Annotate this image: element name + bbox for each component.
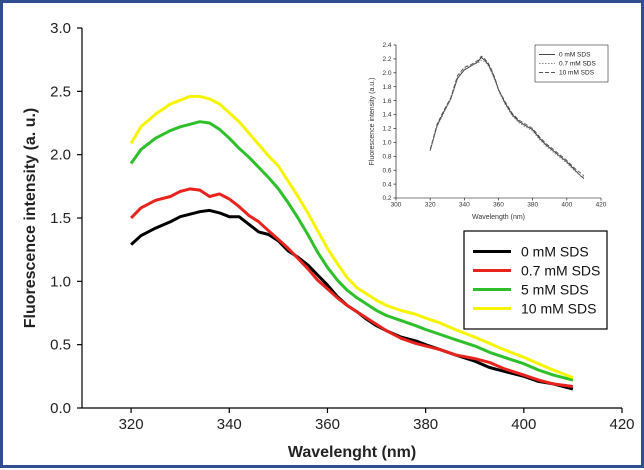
y-axis-title: Fluorescence intensity (a. u.) <box>22 108 39 329</box>
inset-y-tick-label: 2.2 <box>382 56 391 63</box>
inset-y-tick-label: 2.4 <box>382 42 391 49</box>
inset-x-tick-label: 400 <box>561 202 572 209</box>
legend-label-2: 0.7 mM SDS <box>521 263 600 279</box>
legend-label-4: 10 mM SDS <box>521 301 596 317</box>
inset-legend-label-3: 10 mM SDS <box>559 70 595 77</box>
inset-y-tick-label: 1.4 <box>382 112 391 119</box>
inset-x-tick-label: 360 <box>493 202 504 209</box>
inset-legend-label-1: 0 mM SDS <box>559 52 591 59</box>
inset-series-line-2 <box>429 59 585 178</box>
inset-y-tick-label: 1.2 <box>382 126 391 133</box>
inset-x-tick-label: 340 <box>459 202 470 209</box>
inset-x-tick-label: 420 <box>596 202 607 209</box>
inset-y-tick-label: 1.6 <box>382 98 391 105</box>
legend-label-1: 0 mM SDS <box>521 244 589 260</box>
y-tick-label: 1.0 <box>50 273 71 290</box>
x-tick-label: 380 <box>413 416 438 433</box>
inset-legend-box <box>534 44 609 83</box>
y-tick-label: 0.0 <box>50 400 71 417</box>
x-axis-title: Wavelenght (nm) <box>288 444 416 461</box>
y-tick-label: 2.5 <box>50 83 71 100</box>
fluorescence-chart: 320 340 360 380 400 420 0.0 0.5 1.0 1.5 2.0 2.5 3.0 W… <box>22 20 635 461</box>
series-line-3 <box>129 120 574 382</box>
x-tick-label: 320 <box>119 416 144 433</box>
y-tick-label: 2.0 <box>50 147 71 164</box>
inset-y-axis-title: Fluorescence intensity (a.u.) <box>369 78 376 166</box>
series-line-2 <box>130 187 574 388</box>
series-line-1 <box>130 208 574 391</box>
x-tick-label: 400 <box>511 416 536 433</box>
inset-plot: 300 320 340 360 380 400 420 0.2 0.4 0.6 0.8 1.0 1.2 1… <box>361 35 619 225</box>
inset-y-tick-label: 0.6 <box>382 167 391 174</box>
inset-y-tick-label: 0.8 <box>382 153 391 160</box>
inset-legend-label-2: 0.7 mM SDS <box>559 61 597 68</box>
x-tick-label: 360 <box>315 416 340 433</box>
y-tick-label: 3.0 <box>50 20 71 37</box>
inset-y-tick-label: 1.8 <box>382 84 391 91</box>
inset-series-line-1 <box>429 57 585 179</box>
series-line-4 <box>129 94 574 379</box>
y-tick-label: 1.5 <box>50 210 71 227</box>
inset-x-tick-label: 380 <box>527 202 538 209</box>
inset-y-tick-label: 0.2 <box>382 195 391 202</box>
x-tick-label: 340 <box>217 416 242 433</box>
inset-y-tick-label: 1.0 <box>382 140 391 147</box>
inset-x-tick-label: 300 <box>391 202 402 209</box>
inset-y-tick-label: 2.0 <box>382 70 391 77</box>
legend-label-3: 5 mM SDS <box>521 282 589 298</box>
y-tick-label: 0.5 <box>50 337 71 354</box>
x-tick-label: 420 <box>609 416 634 433</box>
inset-x-tick-label: 320 <box>425 202 436 209</box>
inset-x-axis-title: Wavelength (nm) <box>472 214 525 221</box>
inset-series-line-3 <box>429 55 585 177</box>
inset-y-tick-label: 0.4 <box>382 181 391 188</box>
main-plot: 320 340 360 380 400 420 0.0 0.5 1.0 1.5 2.0 2.5 3.0 W… <box>22 20 635 461</box>
legend-box <box>463 230 608 330</box>
